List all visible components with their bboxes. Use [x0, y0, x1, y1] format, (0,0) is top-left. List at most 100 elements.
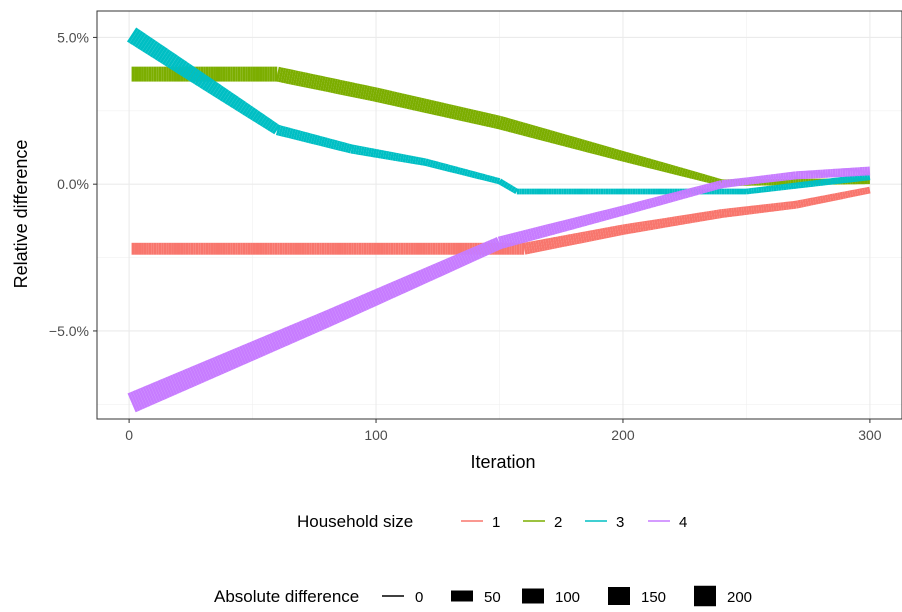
- series-segment: [375, 288, 385, 304]
- series-segment: [201, 77, 212, 91]
- series-segment: [666, 163, 672, 174]
- series-segment: [335, 305, 345, 322]
- series-segment: [442, 259, 451, 274]
- series-segment: [611, 207, 617, 219]
- series-segment: [451, 165, 456, 174]
- series-segment: [144, 385, 156, 405]
- series-segment: [268, 333, 279, 351]
- series-segment: [634, 201, 640, 213]
- x-tick-label: 100: [364, 427, 388, 443]
- series-segment: [186, 67, 198, 82]
- series-segment: [349, 82, 356, 98]
- series-segment: [562, 134, 568, 147]
- series-segment: [549, 223, 556, 235]
- series-segment: [367, 86, 373, 101]
- series-segment: [693, 186, 699, 196]
- series-segment: [497, 236, 504, 250]
- series-segment: [673, 191, 679, 202]
- series-segment: [474, 245, 483, 259]
- series-segment: [276, 330, 286, 348]
- series-segment: [491, 176, 496, 184]
- series-segment: [396, 92, 403, 108]
- series-segment: [569, 136, 576, 149]
- series-segment: [266, 334, 276, 352]
- series-segment: [678, 190, 684, 200]
- series-2: [131, 66, 870, 187]
- series-segment: [614, 149, 620, 161]
- series-segment: [320, 311, 330, 329]
- series-segment: [318, 312, 328, 330]
- series-segment: [579, 215, 585, 227]
- series-segment: [481, 173, 486, 181]
- series-segment: [418, 97, 425, 113]
- series-segment: [678, 167, 684, 177]
- series-segment: [229, 95, 239, 108]
- series-segment: [589, 213, 595, 225]
- series-segment: [370, 290, 380, 306]
- series-segment: [473, 110, 479, 125]
- series-segment: [539, 127, 546, 141]
- series-segment: [641, 156, 647, 167]
- series-segment: [297, 71, 304, 87]
- series-segment: [281, 328, 291, 346]
- series-segment: [312, 74, 319, 90]
- series-segment: [390, 281, 399, 297]
- series-segment: [444, 258, 453, 273]
- series-segment: [149, 383, 161, 403]
- series-segment: [611, 148, 617, 160]
- series-segment: [275, 66, 282, 82]
- series-segment: [310, 315, 321, 333]
- series-segment: [266, 120, 276, 132]
- series-segment: [401, 93, 408, 109]
- series-segment: [286, 325, 296, 344]
- series-segment: [360, 294, 370, 311]
- series-segment: [303, 132, 309, 143]
- y-axis-label: Relative difference: [11, 140, 31, 289]
- series-segment: [415, 271, 424, 286]
- series-segment: [305, 73, 311, 89]
- series-segment: [409, 95, 415, 110]
- series-segment: [619, 150, 625, 162]
- series-segment: [515, 231, 521, 245]
- series-segment: [488, 175, 493, 183]
- series-segment: [172, 373, 183, 393]
- series-segment: [246, 107, 256, 119]
- series-segment: [552, 131, 558, 144]
- series-segment: [695, 185, 701, 195]
- series-segment: [596, 211, 603, 223]
- series-segment: [574, 216, 580, 229]
- series-segment: [471, 171, 476, 179]
- series-segment: [209, 358, 220, 377]
- series-segment: [464, 249, 473, 264]
- series-segment: [394, 92, 400, 107]
- series-segment: [184, 368, 195, 388]
- series-segment: [461, 168, 466, 176]
- series-segment: [305, 317, 316, 335]
- series-segment: [554, 132, 561, 145]
- series-segment: [436, 161, 442, 170]
- series-segment: [263, 335, 274, 353]
- series-segment: [317, 75, 324, 91]
- series-segment: [141, 37, 154, 53]
- series-segment: [196, 363, 207, 383]
- series-segment: [427, 265, 436, 281]
- series-segment: [676, 166, 681, 176]
- series-segment: [413, 96, 420, 111]
- series-segment: [384, 89, 390, 105]
- series-segment: [353, 297, 363, 314]
- series-segment: [343, 301, 353, 318]
- series-segment: [131, 30, 144, 47]
- series-segment: [661, 194, 667, 205]
- series-segment: [307, 73, 314, 89]
- series-segment: [244, 343, 254, 362]
- series-segment: [206, 359, 217, 378]
- series-segment: [132, 390, 143, 411]
- series-segment: [584, 214, 590, 226]
- series-segment: [283, 68, 289, 84]
- series-segment: [234, 98, 244, 111]
- series-segment: [147, 384, 158, 404]
- series-segment: [355, 296, 365, 313]
- series-segment: [470, 109, 477, 124]
- series-segment: [335, 79, 341, 95]
- series-segment: [517, 231, 524, 244]
